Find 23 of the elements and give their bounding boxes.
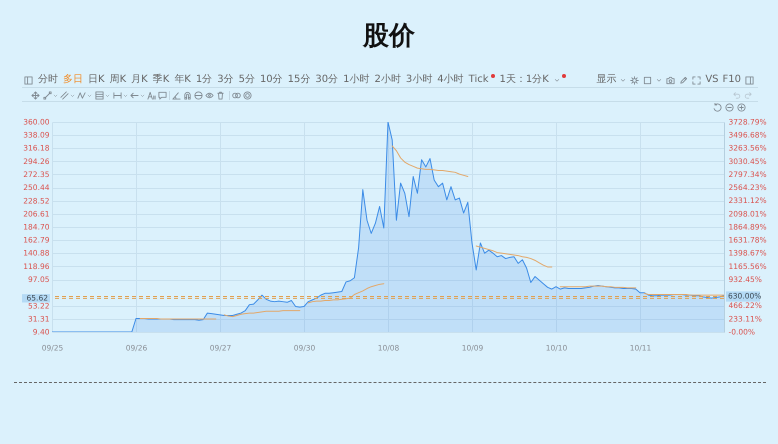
text: 分时 — [38, 74, 58, 86]
text: 周K — [110, 74, 126, 86]
text: 2小时 — [374, 74, 401, 86]
text: 显示 — [596, 74, 616, 86]
text: 日K — [88, 74, 105, 86]
text: 1天：1分K — [500, 74, 549, 86]
text: 月K — [131, 74, 148, 86]
text: 15分 — [288, 74, 310, 86]
text: 季K — [152, 74, 170, 86]
text: 3小时 — [406, 74, 432, 86]
text: F10 — [722, 74, 741, 86]
text: VS — [705, 74, 719, 86]
text: 年K — [174, 74, 191, 86]
text: 3分 — [217, 74, 234, 86]
text: 10分 — [260, 74, 283, 86]
text: 4小时 — [437, 74, 464, 86]
text: 多日 — [63, 74, 83, 86]
text: Tick — [468, 74, 489, 86]
chart-title: 股价 — [362, 20, 416, 52]
text: 1小时 — [343, 74, 370, 86]
text: 5分 — [238, 74, 255, 86]
text: 1分 — [196, 74, 212, 86]
text: 30分 — [315, 74, 338, 86]
